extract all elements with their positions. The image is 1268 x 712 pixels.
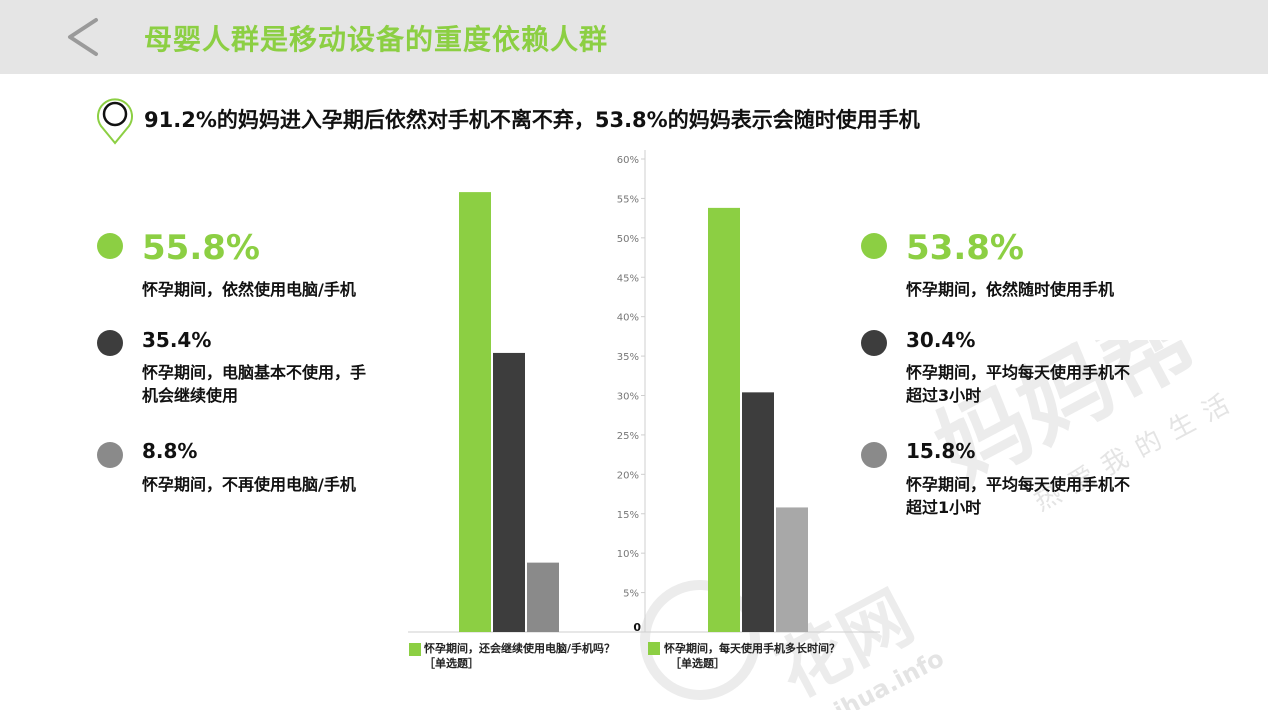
legend-dot-green (97, 233, 123, 259)
y-tick-label: 35% (617, 352, 639, 363)
right-stat-3-label-line1: 怀孕期间，平均每天使用手机不 (906, 475, 1131, 494)
left-stat-1-label: 怀孕期间，依然使用电脑/手机 (142, 280, 356, 299)
legend-swatch-left (409, 643, 421, 656)
left-stat-2-label-line2: 机会继续使用 (142, 386, 239, 405)
y-tick-label: 20% (617, 470, 639, 481)
bar-group2-1 (708, 207, 740, 633)
right-stat-3-label-line2: 超过1小时 (906, 498, 982, 517)
legend-dot-dark (861, 330, 887, 356)
legend-dot-green (861, 233, 887, 259)
y-tick-label: 0 (633, 621, 641, 634)
legend-dot-gray (861, 442, 887, 468)
bar-group1-1 (459, 192, 491, 633)
subtitle: 91.2%的妈妈进入孕期后依然对手机不离不弃，53.8%的妈妈表示会随时使用手机 (144, 108, 920, 132)
right-stat-2-value: 30.4% (906, 328, 976, 352)
back-chevron-icon[interactable] (62, 14, 106, 60)
bar-group1-2 (493, 352, 525, 632)
bar-group2-3 (776, 507, 808, 632)
left-stat-2-value: 35.4% (142, 328, 212, 352)
y-tick-label: 55% (617, 194, 639, 205)
y-tick-label: 40% (617, 313, 639, 324)
legend-dot-gray (97, 442, 123, 468)
left-stat-1-value: 55.8% (142, 228, 260, 268)
right-stat-3-value: 15.8% (906, 439, 976, 463)
header-bar (0, 0, 1268, 74)
bar-group2-2 (742, 392, 774, 632)
y-tick-label: 25% (617, 431, 639, 442)
right-stat-2-label-line1: 怀孕期间，平均每天使用手机不 (906, 363, 1131, 382)
legend-dot-dark (97, 330, 123, 356)
y-tick-label: 15% (617, 510, 639, 521)
left-stat-3-value: 8.8% (142, 439, 198, 463)
right-stat-1-label: 怀孕期间，依然随时使用手机 (906, 280, 1115, 299)
y-tick-label: 45% (617, 273, 639, 284)
legend-left-line2: ［单选题］ (424, 657, 479, 670)
y-tick-label: 5% (623, 589, 639, 600)
y-tick-label: 50% (617, 234, 639, 245)
right-stat-2-label-line2: 超过3小时 (906, 386, 982, 405)
legend-right-line2: ［单选题］ (670, 657, 725, 670)
legend-left-line1: 怀孕期间，还会继续使用电脑/手机吗？ (424, 642, 616, 655)
page-title: 母婴人群是移动设备的重度依赖人群 (144, 23, 609, 56)
left-stat-2-label-line1: 怀孕期间，电脑基本不使用，手 (142, 363, 367, 382)
legend-swatch-right (648, 642, 660, 655)
y-tick-label: 60% (617, 155, 639, 166)
left-stat-3-label: 怀孕期间，不再使用电脑/手机 (142, 475, 356, 494)
y-tick-label: 30% (617, 392, 639, 403)
legend-right-line1: 怀孕期间，每天使用手机多长时间？ (664, 642, 840, 655)
location-pin-icon (97, 98, 133, 145)
right-stat-1-value: 53.8% (906, 228, 1024, 268)
y-tick-label: 10% (617, 549, 639, 560)
bar-group1-3 (527, 562, 559, 632)
